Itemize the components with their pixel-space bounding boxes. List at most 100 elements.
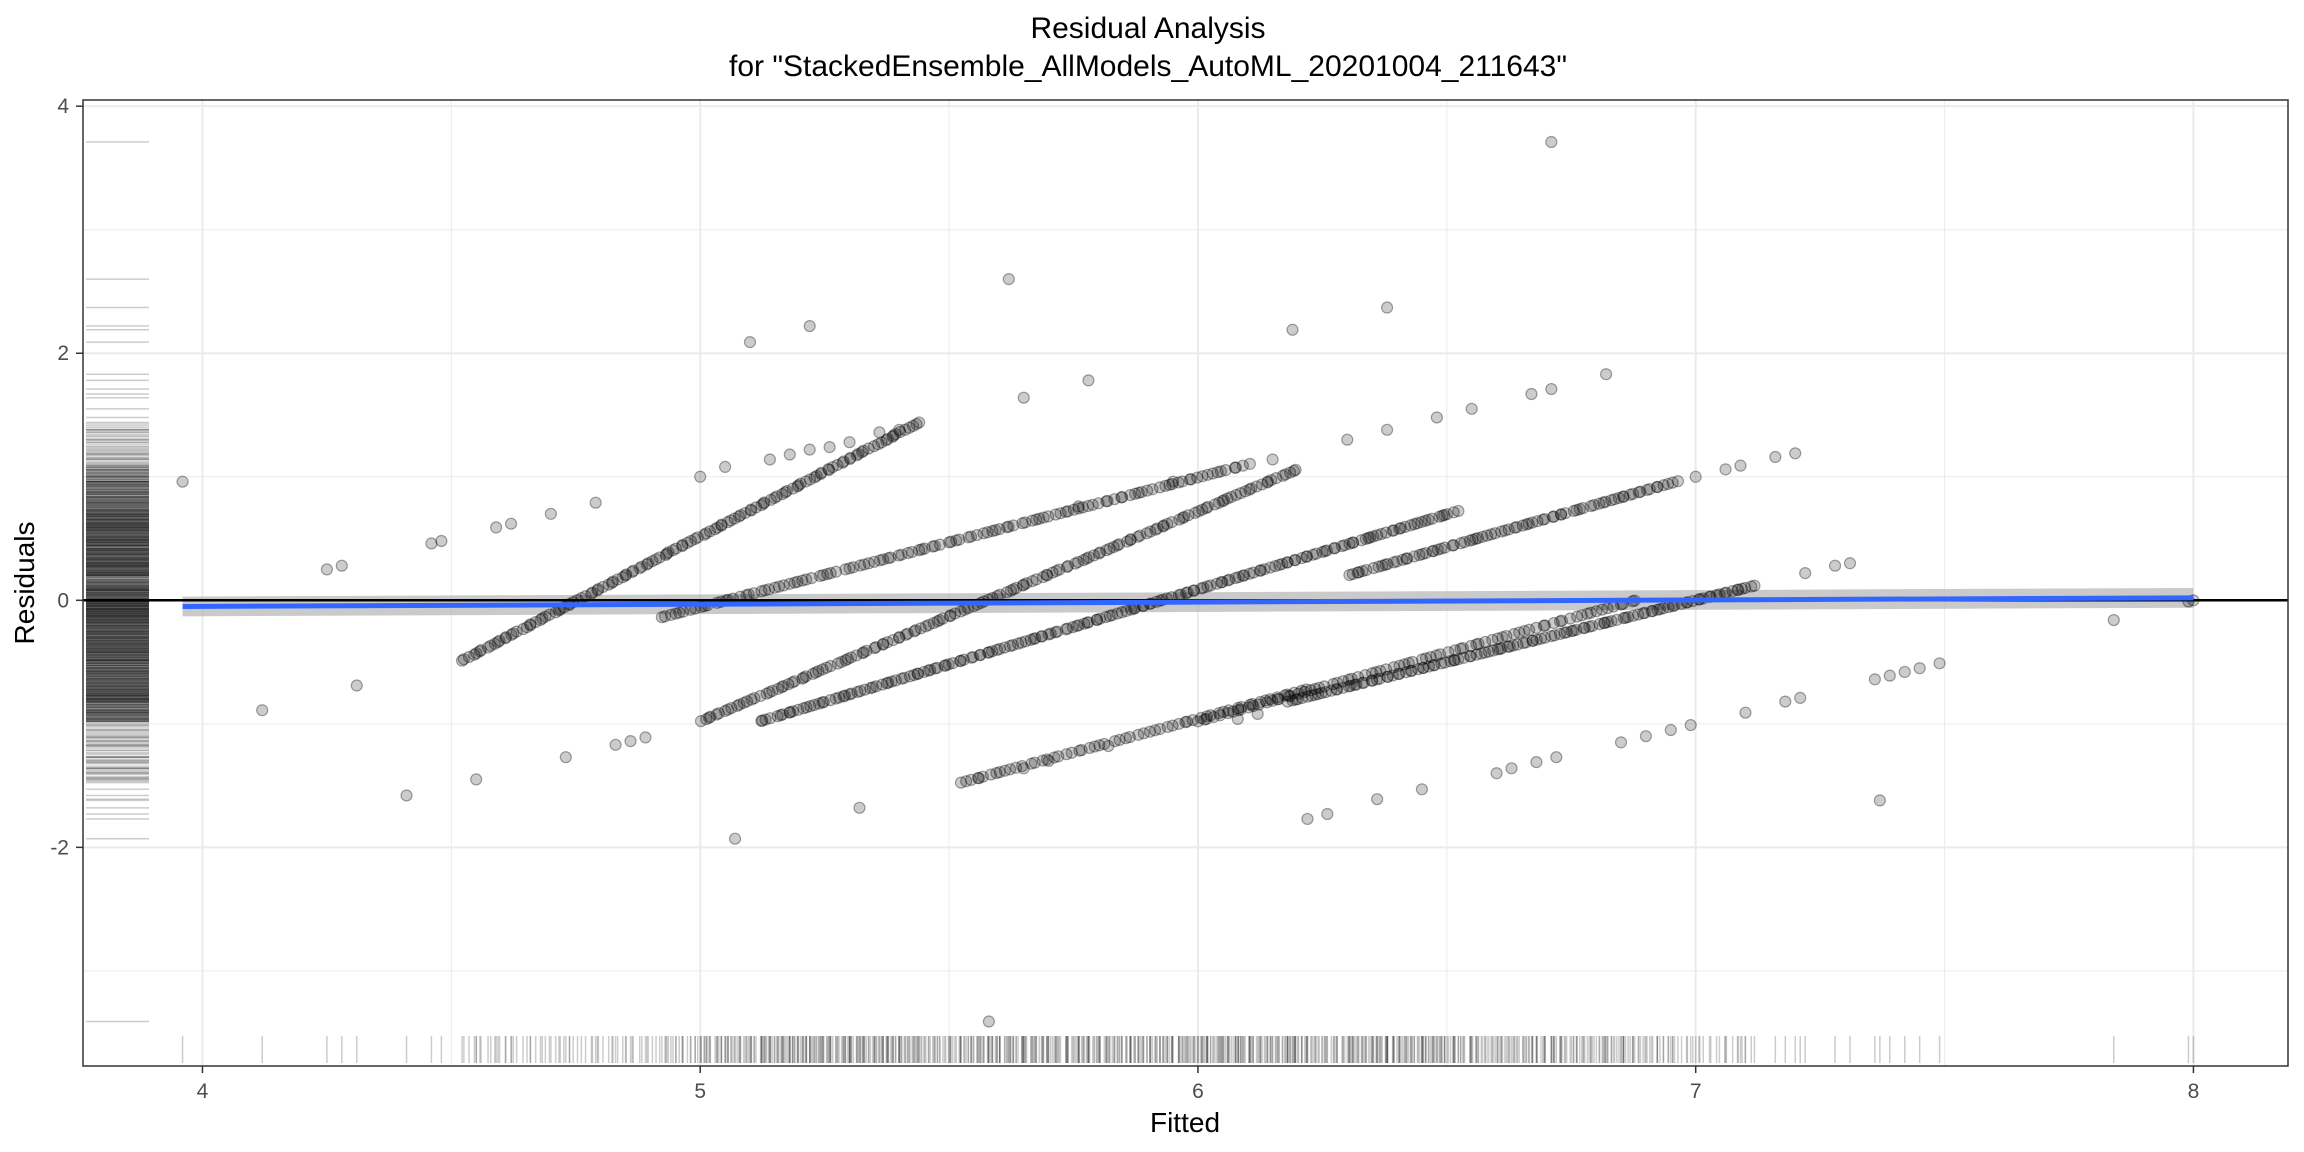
residual-point [1161, 720, 1174, 734]
y-tick-label: 4 [57, 95, 69, 118]
residual-point [1200, 710, 1214, 723]
residual-point [731, 699, 744, 713]
residual-point [400, 789, 413, 802]
residual-point [1235, 700, 1248, 714]
residual-point [817, 695, 830, 709]
residual-point [1565, 625, 1578, 638]
residual-point [1547, 510, 1560, 523]
residual-point [1605, 615, 1618, 628]
residual-point [504, 517, 518, 530]
residual-point [1538, 512, 1551, 526]
residual-point [764, 493, 777, 506]
residual-point [990, 643, 1004, 656]
residual-point [1873, 794, 1886, 807]
residual-point [786, 482, 799, 495]
residual-point [1398, 520, 1412, 533]
residual-point [1036, 630, 1049, 643]
residual-point [1555, 614, 1569, 627]
residual-point [1060, 748, 1073, 761]
residual-point [1536, 513, 1549, 526]
residual-point [1581, 607, 1594, 620]
residual-point [1463, 534, 1477, 547]
residual-point [759, 713, 772, 726]
residual-point [1734, 459, 1747, 472]
residual-point [786, 705, 800, 718]
residual-point [1491, 632, 1504, 645]
residual-point [1554, 508, 1568, 521]
residual-point [499, 632, 512, 645]
residual-point [1120, 604, 1133, 618]
residual-point [766, 684, 779, 697]
residual-point [1646, 604, 1659, 618]
residual-point [875, 436, 888, 449]
residual-point [990, 766, 1003, 780]
residual-point [1401, 552, 1414, 565]
residual-point [1554, 508, 1568, 521]
residual-point [962, 531, 975, 544]
residual-point [1188, 506, 1202, 519]
residual-point [470, 773, 483, 786]
residual-point [1311, 687, 1325, 701]
residual-point [1115, 606, 1128, 619]
residual-point [970, 528, 984, 542]
residual-point [1553, 615, 1567, 628]
residual-point [1041, 569, 1054, 582]
residual-point [812, 665, 825, 678]
residual-point [676, 538, 689, 552]
residual-point [1365, 667, 1379, 680]
residual-point [1342, 673, 1355, 686]
residual-points [176, 135, 2200, 1028]
residual-point [1019, 516, 1032, 529]
residual-point [1436, 509, 1449, 522]
residual-point [1346, 536, 1359, 549]
residual-point [817, 569, 830, 582]
residual-point [1196, 470, 1209, 483]
residual-point [1229, 461, 1242, 474]
residual-point [1072, 619, 1086, 632]
residual-point [1295, 551, 1308, 565]
residual-point [974, 648, 987, 661]
residual-point [1387, 556, 1400, 569]
residual-point [895, 672, 908, 685]
residual-point [536, 612, 549, 625]
residual-point [771, 682, 785, 695]
residual-point [1195, 582, 1208, 595]
residual-point [534, 613, 547, 626]
residual-point [1298, 685, 1311, 698]
residual-point [1586, 619, 1599, 633]
residual-point [1375, 527, 1388, 541]
residual-point [739, 506, 752, 520]
residual-point [1567, 624, 1580, 637]
residual-point [1359, 669, 1372, 682]
residual-point [481, 641, 495, 654]
residual-point [655, 611, 669, 624]
residual-point [862, 442, 875, 455]
residual-point [899, 423, 912, 436]
residual-point [776, 488, 789, 501]
residual-point [770, 490, 783, 503]
residual-point [1040, 568, 1053, 581]
residual-point [1328, 541, 1342, 555]
residual-point [1745, 580, 1758, 593]
residual-point [1216, 575, 1229, 589]
residual-point [933, 538, 947, 551]
residual-point [733, 698, 746, 711]
residual-point [1387, 524, 1400, 537]
residual-point [1651, 603, 1664, 616]
residual-point [763, 686, 776, 699]
residual-point [1465, 402, 1478, 415]
residual-point [1868, 673, 1881, 686]
residual-point [953, 533, 966, 546]
residual-point [1187, 584, 1200, 597]
residual-point [1010, 581, 1023, 594]
residual-point [876, 638, 890, 651]
residual-point [1558, 626, 1571, 639]
residual-point [689, 532, 702, 546]
residual-point [1593, 618, 1606, 631]
residual-point [1371, 529, 1384, 542]
residual-point [1475, 647, 1488, 660]
residual-point [1430, 411, 1443, 424]
residual-point [1211, 466, 1224, 479]
residual-point [1176, 475, 1189, 488]
residual-point [856, 647, 869, 660]
